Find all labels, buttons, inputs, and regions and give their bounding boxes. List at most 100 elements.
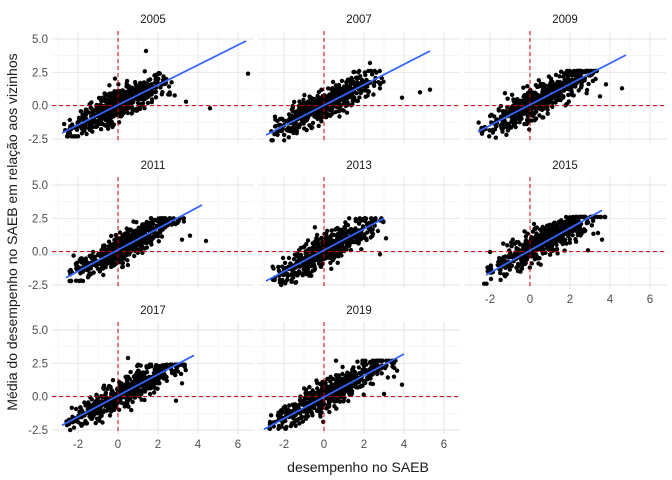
data-point	[98, 117, 104, 122]
data-point	[81, 112, 87, 118]
y-tick-label: 0.0	[32, 247, 48, 259]
data-point	[277, 128, 282, 133]
data-point	[590, 78, 596, 84]
data-point	[140, 244, 145, 249]
data-point	[77, 278, 82, 284]
data-point	[312, 266, 318, 271]
data-point	[509, 115, 514, 120]
facet-title: 2007	[346, 14, 372, 26]
data-point	[98, 262, 103, 267]
data-point	[293, 111, 298, 116]
data-point	[488, 263, 493, 268]
data-point	[284, 127, 289, 132]
data-point	[281, 405, 286, 410]
data-point	[318, 414, 323, 419]
data-point	[144, 364, 149, 369]
data-point	[109, 110, 115, 115]
data-point-outlier	[183, 99, 189, 104]
data-point	[137, 247, 142, 252]
data-point	[112, 237, 117, 243]
data-point	[78, 109, 84, 114]
data-point	[172, 93, 177, 98]
data-point	[103, 390, 109, 396]
data-point	[94, 263, 99, 269]
data-point	[569, 216, 574, 221]
data-point	[326, 401, 331, 407]
fit-line	[265, 217, 385, 282]
data-point	[551, 221, 556, 226]
data-point	[375, 228, 381, 234]
x-tick-label: 4	[401, 439, 408, 451]
y-tick-label: 2.5	[32, 358, 48, 370]
data-point	[316, 392, 321, 398]
data-point	[117, 398, 123, 403]
data-point	[178, 371, 184, 377]
data-point	[569, 92, 574, 97]
data-point	[391, 360, 397, 366]
y-tick-label: 2.5	[32, 67, 48, 79]
data-point	[282, 132, 287, 138]
scatter-points	[482, 214, 608, 286]
data-point	[562, 78, 567, 83]
data-point	[124, 377, 130, 382]
data-point	[285, 277, 290, 282]
data-point	[102, 98, 107, 104]
data-point	[109, 391, 114, 396]
data-point	[303, 414, 309, 419]
facet-title: 2013	[346, 160, 372, 172]
data-point	[88, 266, 94, 271]
data-point	[159, 92, 164, 97]
data-point	[151, 390, 157, 395]
x-tick-label: 2	[361, 439, 367, 451]
data-point-outlier	[599, 237, 605, 242]
data-point	[107, 83, 112, 88]
data-point	[93, 408, 98, 414]
fit-line	[61, 40, 247, 134]
data-point	[314, 408, 320, 414]
data-point	[345, 370, 350, 375]
data-point	[310, 245, 315, 251]
data-point	[310, 120, 316, 126]
data-point	[541, 88, 547, 94]
facet-grid	[464, 31, 666, 143]
data-point	[501, 241, 506, 246]
data-point	[362, 380, 367, 385]
data-point	[304, 127, 309, 133]
data-point-outlier	[143, 48, 149, 54]
x-tick-label: 2	[567, 294, 573, 306]
data-point	[125, 110, 130, 116]
data-point	[360, 358, 365, 363]
data-point	[370, 231, 376, 237]
data-point	[95, 416, 100, 421]
data-point	[79, 407, 84, 413]
data-point	[338, 249, 343, 255]
data-point	[68, 427, 73, 433]
data-point	[114, 233, 119, 238]
fit-line	[65, 204, 203, 279]
data-point	[316, 123, 321, 129]
data-point	[569, 221, 574, 226]
data-point	[134, 234, 139, 240]
data-point	[138, 82, 143, 87]
data-point	[527, 109, 532, 114]
data-point	[73, 134, 79, 139]
y-axis-ticks: -2.50.02.55.0-2.50.02.55.0-2.50.02.55.0	[28, 34, 48, 437]
data-point	[162, 372, 167, 377]
data-point	[333, 373, 339, 378]
data-point	[78, 256, 83, 261]
data-point	[384, 358, 389, 363]
data-point	[122, 247, 128, 252]
data-point	[567, 87, 572, 92]
data-point-outlier	[603, 82, 609, 87]
data-point	[484, 281, 489, 286]
data-point	[313, 113, 319, 119]
data-point	[277, 116, 283, 122]
data-point	[363, 85, 368, 90]
data-point	[498, 267, 503, 273]
data-point	[359, 77, 365, 83]
data-point	[344, 229, 349, 234]
data-point-outlier	[245, 71, 251, 76]
data-point-outlier	[417, 90, 423, 95]
data-point	[115, 97, 120, 103]
data-point	[270, 138, 275, 143]
